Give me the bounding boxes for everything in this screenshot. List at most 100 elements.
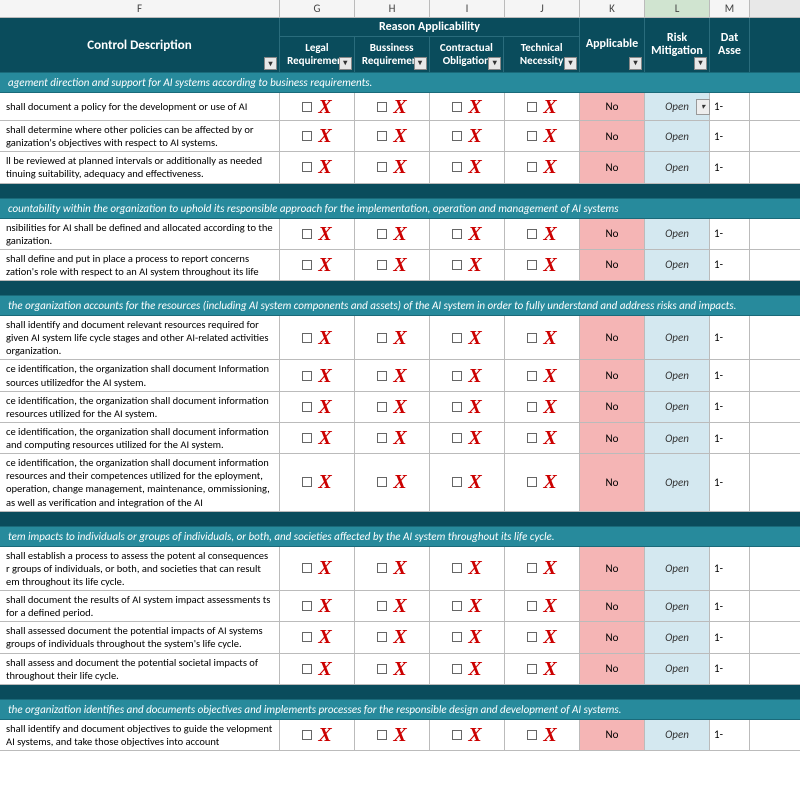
checkbox[interactable]: [452, 229, 462, 239]
cell-reason[interactable]: X: [355, 622, 430, 652]
cell-risk[interactable]: Open: [645, 720, 710, 750]
cell-date[interactable]: 1-: [710, 591, 750, 621]
cell-reason[interactable]: X: [505, 654, 580, 684]
cell-reason[interactable]: X: [355, 316, 430, 359]
cell-applicable[interactable]: No: [580, 121, 645, 151]
checkbox[interactable]: [302, 260, 312, 270]
cell-date[interactable]: 1-: [710, 152, 750, 182]
checkbox[interactable]: [377, 563, 387, 573]
filter-button-risk[interactable]: [694, 57, 707, 70]
checkbox[interactable]: [527, 664, 537, 674]
cell-risk[interactable]: Open: [645, 547, 710, 590]
checkbox[interactable]: [302, 333, 312, 343]
cell-risk[interactable]: Open: [645, 622, 710, 652]
cell-reason[interactable]: X: [505, 219, 580, 249]
cell-reason[interactable]: X: [280, 654, 355, 684]
cell-reason[interactable]: X: [505, 423, 580, 453]
checkbox[interactable]: [452, 371, 462, 381]
cell-description[interactable]: shall define and put in place a process …: [0, 250, 280, 280]
cell-date[interactable]: 1-: [710, 360, 750, 390]
filter-button-tech[interactable]: [564, 57, 577, 70]
cell-reason[interactable]: X: [430, 591, 505, 621]
checkbox[interactable]: [452, 162, 462, 172]
cell-reason[interactable]: X: [505, 454, 580, 511]
checkbox[interactable]: [527, 632, 537, 642]
checkbox[interactable]: [302, 664, 312, 674]
checkbox[interactable]: [527, 477, 537, 487]
cell-date[interactable]: 1-: [710, 720, 750, 750]
checkbox[interactable]: [302, 601, 312, 611]
cell-applicable[interactable]: No: [580, 392, 645, 422]
dropdown-button[interactable]: [696, 99, 710, 115]
cell-reason[interactable]: X: [430, 219, 505, 249]
cell-applicable[interactable]: No: [580, 591, 645, 621]
col-letter-k[interactable]: K: [580, 0, 645, 17]
col-letter-j[interactable]: J: [505, 0, 580, 17]
cell-description[interactable]: shall identify and document objectives t…: [0, 720, 280, 750]
cell-reason[interactable]: X: [505, 591, 580, 621]
checkbox[interactable]: [527, 402, 537, 412]
cell-reason[interactable]: X: [355, 547, 430, 590]
cell-risk[interactable]: Open: [645, 392, 710, 422]
cell-reason[interactable]: X: [430, 622, 505, 652]
col-letter-i[interactable]: I: [430, 0, 505, 17]
cell-risk[interactable]: Open: [645, 423, 710, 453]
checkbox[interactable]: [302, 371, 312, 381]
col-letter-f[interactable]: F: [0, 0, 280, 17]
checkbox[interactable]: [302, 131, 312, 141]
cell-reason[interactable]: X: [280, 250, 355, 280]
cell-reason[interactable]: X: [505, 121, 580, 151]
cell-date[interactable]: 1-: [710, 219, 750, 249]
cell-risk[interactable]: Open: [645, 93, 710, 120]
cell-reason[interactable]: X: [355, 219, 430, 249]
cell-description[interactable]: shall document the results of AI system …: [0, 591, 280, 621]
cell-applicable[interactable]: No: [580, 360, 645, 390]
checkbox[interactable]: [302, 563, 312, 573]
checkbox[interactable]: [527, 333, 537, 343]
cell-description[interactable]: shall identify and document relevant res…: [0, 316, 280, 359]
cell-reason[interactable]: X: [280, 392, 355, 422]
filter-button-legal[interactable]: [339, 57, 352, 70]
cell-reason[interactable]: X: [280, 591, 355, 621]
filter-button-applicable[interactable]: [629, 57, 642, 70]
checkbox[interactable]: [377, 402, 387, 412]
cell-applicable[interactable]: No: [580, 423, 645, 453]
cell-description[interactable]: shall document a policy for the developm…: [0, 93, 280, 120]
cell-risk[interactable]: Open: [645, 454, 710, 511]
checkbox[interactable]: [302, 102, 312, 112]
cell-reason[interactable]: X: [430, 392, 505, 422]
checkbox[interactable]: [527, 102, 537, 112]
checkbox[interactable]: [377, 229, 387, 239]
cell-reason[interactable]: X: [505, 622, 580, 652]
cell-reason[interactable]: X: [280, 454, 355, 511]
cell-reason[interactable]: X: [430, 720, 505, 750]
checkbox[interactable]: [377, 131, 387, 141]
cell-reason[interactable]: X: [355, 152, 430, 182]
cell-applicable[interactable]: No: [580, 720, 645, 750]
cell-date[interactable]: 1-: [710, 423, 750, 453]
cell-description[interactable]: shall establish a process to assess the …: [0, 547, 280, 590]
cell-reason[interactable]: X: [505, 720, 580, 750]
cell-reason[interactable]: X: [280, 720, 355, 750]
cell-reason[interactable]: X: [355, 93, 430, 120]
cell-reason[interactable]: X: [355, 654, 430, 684]
cell-applicable[interactable]: No: [580, 316, 645, 359]
cell-reason[interactable]: X: [280, 360, 355, 390]
filter-button-desc[interactable]: [264, 57, 277, 70]
cell-reason[interactable]: X: [280, 121, 355, 151]
cell-applicable[interactable]: No: [580, 654, 645, 684]
checkbox[interactable]: [377, 664, 387, 674]
checkbox[interactable]: [527, 730, 537, 740]
cell-applicable[interactable]: No: [580, 93, 645, 120]
checkbox[interactable]: [452, 102, 462, 112]
checkbox[interactable]: [377, 371, 387, 381]
cell-reason[interactable]: X: [355, 360, 430, 390]
checkbox[interactable]: [452, 632, 462, 642]
checkbox[interactable]: [377, 433, 387, 443]
cell-risk[interactable]: Open: [645, 591, 710, 621]
cell-reason[interactable]: X: [505, 316, 580, 359]
cell-reason[interactable]: X: [355, 423, 430, 453]
cell-date[interactable]: 1-: [710, 547, 750, 590]
cell-risk[interactable]: Open: [645, 654, 710, 684]
cell-description[interactable]: ce identification, the organization shal…: [0, 360, 280, 390]
